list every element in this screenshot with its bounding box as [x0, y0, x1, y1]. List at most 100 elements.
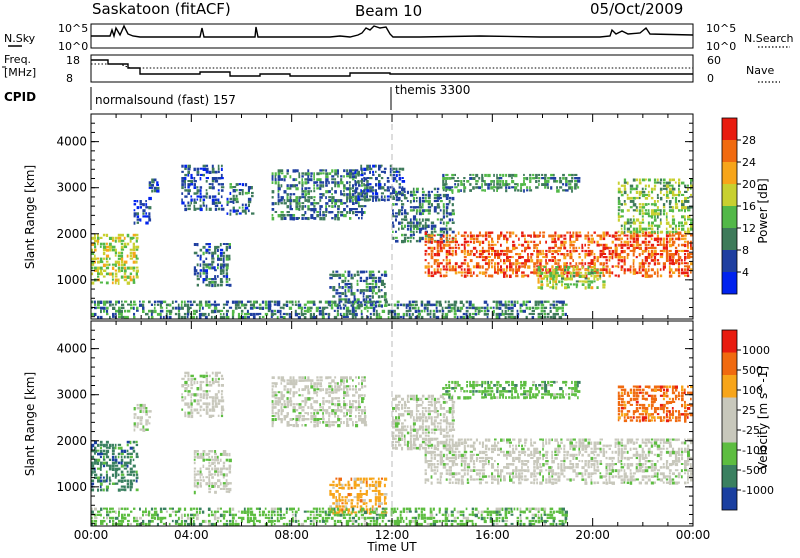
data-cell	[103, 252, 105, 255]
data-cell	[440, 271, 442, 274]
data-cell	[582, 266, 584, 269]
data-cell	[515, 469, 518, 472]
data-cell	[181, 199, 183, 202]
data-cell	[478, 186, 481, 189]
data-cell	[387, 199, 390, 202]
data-cell	[425, 238, 427, 241]
data-cell	[431, 419, 433, 422]
data-cell	[442, 180, 444, 183]
data-cell	[527, 247, 531, 249]
data-cell	[295, 415, 298, 418]
data-cell	[316, 391, 318, 393]
data-cell	[467, 472, 469, 475]
data-cell	[505, 316, 507, 319]
data-cell	[218, 171, 220, 173]
data-cell	[476, 457, 478, 460]
data-cell	[218, 168, 220, 171]
data-cell	[497, 253, 500, 257]
data-cell	[352, 178, 355, 180]
data-cell	[381, 280, 384, 283]
data-cell	[106, 450, 109, 453]
data-cell	[351, 499, 354, 502]
data-cell	[157, 304, 159, 306]
data-cell	[517, 183, 519, 186]
data-cell	[533, 232, 535, 235]
data-cell	[334, 421, 337, 423]
data-cell	[325, 313, 328, 315]
data-cell	[437, 410, 439, 412]
data-cell	[357, 289, 359, 292]
data-cell	[657, 209, 660, 211]
data-cell	[278, 415, 280, 418]
data-cell	[467, 478, 469, 481]
data-cell	[181, 399, 184, 401]
data-cell	[464, 463, 466, 466]
data-cell	[556, 313, 559, 316]
data-cell	[307, 388, 309, 391]
data-cell	[355, 211, 358, 213]
data-cell	[398, 416, 400, 419]
data-cell	[140, 203, 143, 205]
data-cell	[293, 403, 296, 405]
data-cell	[388, 304, 390, 306]
data-cell	[151, 316, 154, 319]
data-cell	[588, 283, 591, 286]
data-cell	[211, 468, 213, 471]
data-cell	[194, 485, 197, 487]
data-cell	[396, 168, 398, 171]
data-cell	[425, 425, 428, 427]
data-cell	[236, 195, 238, 198]
data-cell	[372, 283, 374, 285]
data-cell	[454, 301, 458, 304]
data-cell	[597, 259, 599, 262]
data-cell	[226, 482, 229, 485]
data-cell	[360, 481, 363, 484]
data-cell	[319, 208, 321, 211]
data-cell	[369, 295, 372, 297]
data-cell	[584, 253, 587, 256]
data-cell	[443, 259, 445, 261]
data-cell	[226, 263, 229, 266]
data-cell	[466, 310, 469, 313]
data-cell	[452, 241, 455, 243]
data-cell	[366, 183, 369, 186]
data-cell	[214, 453, 217, 455]
data-cell	[529, 180, 531, 183]
data-cell	[379, 301, 382, 303]
data-cell	[672, 231, 675, 234]
data-cell	[443, 447, 446, 450]
data-cell	[413, 435, 416, 437]
data-cell	[253, 301, 256, 304]
data-cell	[127, 486, 130, 489]
data-cell	[618, 259, 621, 261]
data-cell	[401, 438, 403, 441]
data-cell	[593, 269, 595, 271]
data-cell	[283, 307, 285, 310]
data-cell	[684, 259, 686, 261]
data-cell	[442, 177, 445, 180]
data-cell	[298, 199, 300, 202]
data-cell	[630, 225, 632, 228]
data-cell	[529, 174, 531, 177]
data-cell	[301, 217, 303, 220]
data-cell	[518, 265, 521, 268]
data-cell	[651, 256, 653, 259]
data-cell	[521, 250, 523, 252]
data-cell	[378, 496, 381, 499]
data-cell	[506, 250, 509, 253]
data-cell	[375, 277, 377, 279]
data-cell	[366, 280, 368, 283]
data-cell	[428, 212, 431, 214]
data-cell	[272, 217, 275, 220]
data-cell	[334, 385, 336, 388]
data-cell	[449, 472, 453, 475]
data-cell	[298, 313, 300, 315]
data-cell	[630, 206, 633, 208]
data-cell	[212, 186, 215, 189]
data-cell	[401, 404, 403, 407]
data-cell	[416, 416, 420, 419]
data-cell	[100, 237, 103, 239]
data-cell	[115, 252, 117, 255]
data-cell	[446, 432, 449, 434]
data-cell	[298, 175, 300, 178]
